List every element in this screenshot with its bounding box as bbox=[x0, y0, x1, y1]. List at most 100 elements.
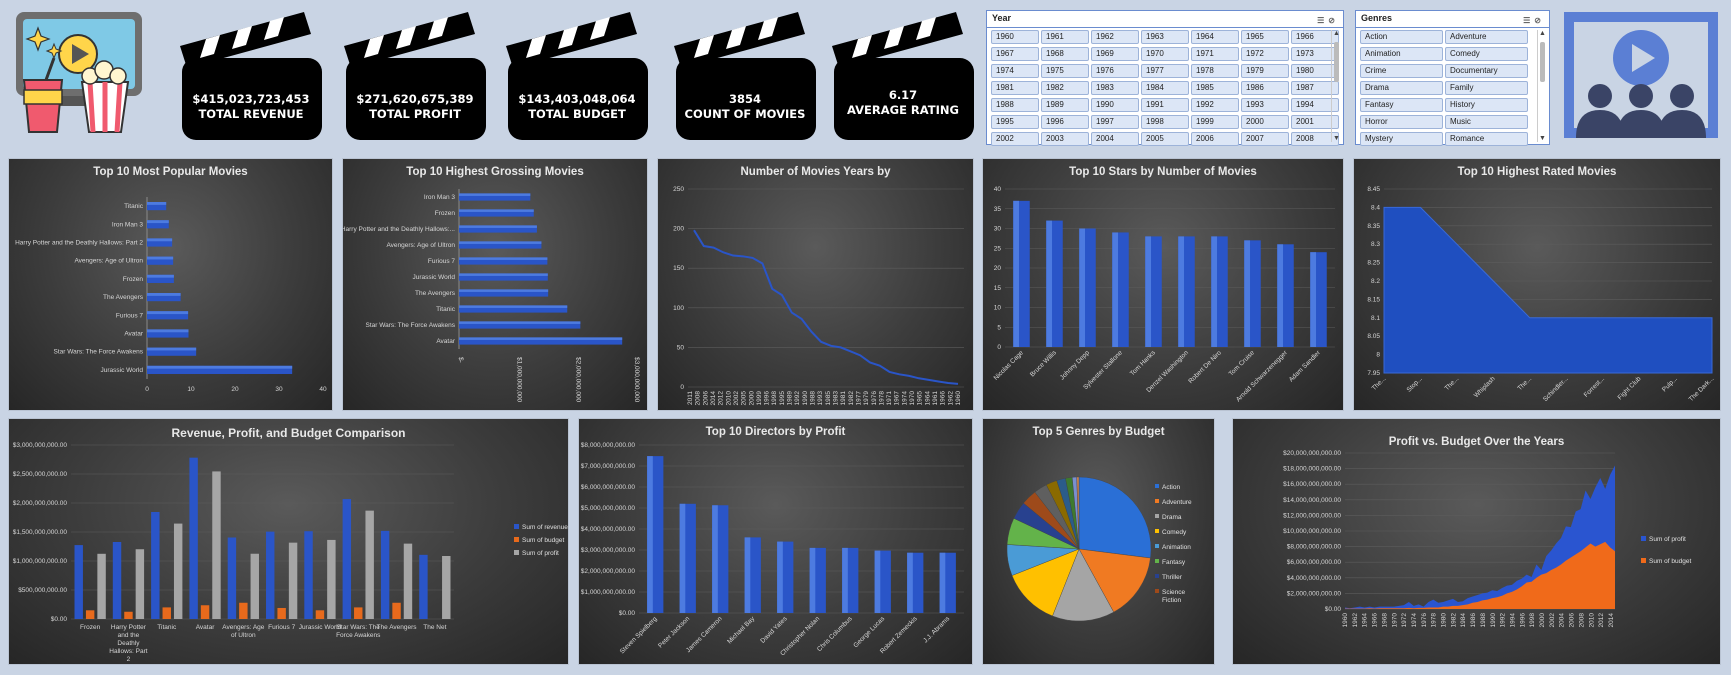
year-slicer-item[interactable]: 2000 bbox=[1241, 115, 1289, 129]
tick-label: Tom Hanks bbox=[1129, 349, 1157, 377]
genre-slicer-item[interactable]: Drama bbox=[1360, 81, 1443, 95]
year-slicer-item[interactable]: 1961 bbox=[1041, 30, 1089, 44]
legend-label: Drama bbox=[1162, 514, 1182, 521]
year-slicer-item[interactable]: 1996 bbox=[1041, 115, 1089, 129]
tick-label: $14,000,000,000.00 bbox=[1283, 497, 1341, 504]
year-slicer-item[interactable]: 1977 bbox=[1141, 64, 1189, 78]
year-slicer-item[interactable]: 1983 bbox=[1091, 81, 1139, 95]
year-slicer[interactable]: Year ☰⊘ 1960 1961 1962 1963 1964 1965 1966 1967… bbox=[986, 10, 1344, 146]
year-slicer-item[interactable]: 2003 bbox=[1041, 132, 1089, 146]
year-slicer-item[interactable]: 2007 bbox=[1241, 132, 1289, 146]
genre-slicer-item[interactable]: Documentary bbox=[1445, 64, 1528, 78]
year-slicer-item[interactable]: 2005 bbox=[1141, 132, 1189, 146]
year-slicer-item[interactable]: 2002 bbox=[991, 132, 1039, 146]
scroll-thumb[interactable] bbox=[1540, 42, 1545, 82]
year-slicer-item[interactable]: 1990 bbox=[1091, 98, 1139, 112]
genre-slicer-item[interactable]: Fantasy bbox=[1360, 98, 1443, 112]
genre-slicer-item[interactable]: Family bbox=[1445, 81, 1528, 95]
year-slicer-item[interactable]: 1985 bbox=[1191, 81, 1239, 95]
year-slicer-item[interactable]: 1970 bbox=[1141, 47, 1189, 61]
year-slicer-item[interactable]: 1992 bbox=[1191, 98, 1239, 112]
year-slicer-item[interactable]: 1960 bbox=[991, 30, 1039, 44]
year-slicer-item[interactable]: 1965 bbox=[1241, 30, 1289, 44]
clapperboard-icon bbox=[344, 12, 486, 140]
bar bbox=[135, 549, 145, 619]
scroll-down-icon[interactable]: ▼ bbox=[1333, 135, 1340, 142]
bar-highlight bbox=[459, 257, 548, 260]
year-slicer-item[interactable]: 1994 bbox=[1291, 98, 1339, 112]
year-slicer-item[interactable]: 1978 bbox=[1191, 64, 1239, 78]
clapperboard-icon bbox=[506, 12, 648, 140]
year-slicer-item[interactable]: 1995 bbox=[991, 115, 1039, 129]
tick-label: 1965 bbox=[917, 391, 924, 406]
clear-filter-icon[interactable]: ⊘ bbox=[1328, 16, 1339, 25]
year-slicer-item[interactable]: 2008 bbox=[1291, 132, 1339, 146]
genre-slicer-item[interactable]: History bbox=[1445, 98, 1528, 112]
genre-slicer-item[interactable]: Comedy bbox=[1445, 47, 1528, 61]
genre-slicer-item[interactable]: Action bbox=[1360, 30, 1443, 44]
year-slicer-item[interactable]: 1981 bbox=[991, 81, 1039, 95]
scroll-up-icon[interactable]: ▲ bbox=[1333, 30, 1340, 37]
year-slicer-item[interactable]: 1976 bbox=[1091, 64, 1139, 78]
year-slicer-item[interactable]: 2001 bbox=[1291, 115, 1339, 129]
year-slicer-item[interactable]: 1968 bbox=[1041, 47, 1089, 61]
genres-slicer[interactable]: Genres ☰⊘ Action Adventure Animation Comedy… bbox=[1355, 10, 1550, 146]
year-slicer-item[interactable]: 1991 bbox=[1141, 98, 1189, 112]
tick-label: 8.2 bbox=[1371, 278, 1380, 285]
year-slicer-item[interactable]: 1969 bbox=[1091, 47, 1139, 61]
year-slicer-item[interactable]: 1967 bbox=[991, 47, 1039, 61]
year-slicer-item[interactable]: 1982 bbox=[1041, 81, 1089, 95]
tick-label: $2,500,000,000.00 bbox=[13, 471, 68, 478]
scroll-up-icon[interactable]: ▲ bbox=[1539, 30, 1546, 37]
year-slicer-item[interactable]: 1986 bbox=[1241, 81, 1289, 95]
year-slicer-item[interactable]: 1979 bbox=[1241, 64, 1289, 78]
bar-highlight bbox=[147, 238, 173, 242]
bar-highlight bbox=[744, 537, 751, 613]
multi-select-icon[interactable]: ☰ bbox=[1523, 16, 1535, 25]
year-slicer-item[interactable]: 2006 bbox=[1191, 132, 1239, 146]
year-slicer-item[interactable]: 1993 bbox=[1241, 98, 1289, 112]
year-slicer-item[interactable]: 1998 bbox=[1141, 115, 1189, 129]
slicer-title: Year bbox=[992, 13, 1012, 23]
year-slicer-item[interactable]: 2004 bbox=[1091, 132, 1139, 146]
scroll-thumb[interactable] bbox=[1334, 42, 1339, 82]
year-slicer-item[interactable]: 1972 bbox=[1241, 47, 1289, 61]
bar-highlight bbox=[1277, 244, 1284, 347]
kpi-total-budget: $143,403,048,064 TOTAL BUDGET bbox=[500, 6, 654, 146]
tick-label: 0 bbox=[997, 344, 1001, 351]
scroll-down-icon[interactable]: ▼ bbox=[1539, 135, 1546, 142]
genre-slicer-item[interactable]: Crime bbox=[1360, 64, 1443, 78]
bar bbox=[147, 311, 189, 320]
chart-top-genres-budget: Top 5 Genres by Budget Action Adventure Dr… bbox=[982, 418, 1215, 665]
genre-slicer-item[interactable]: Romance bbox=[1445, 132, 1528, 146]
genre-slicer-item[interactable]: Horror bbox=[1360, 115, 1443, 129]
clear-filter-icon[interactable]: ⊘ bbox=[1534, 16, 1545, 25]
slicer-scrollbar[interactable]: ▲ ▼ bbox=[1331, 30, 1341, 142]
year-slicer-item[interactable]: 1980 bbox=[1291, 64, 1339, 78]
slicer-scrollbar[interactable]: ▲ ▼ bbox=[1537, 30, 1547, 142]
year-slicer-item[interactable]: 1974 bbox=[991, 64, 1039, 78]
year-slicer-item[interactable]: 1999 bbox=[1191, 115, 1239, 129]
genre-slicer-item[interactable]: Mystery bbox=[1360, 132, 1443, 146]
tick-label: 2005 bbox=[741, 391, 748, 406]
year-slicer-item[interactable]: 1984 bbox=[1141, 81, 1189, 95]
year-slicer-item[interactable]: 1988 bbox=[991, 98, 1039, 112]
chart-top-stars: Top 10 Stars by Number of Movies 0 5 10 15 2… bbox=[982, 158, 1344, 411]
year-slicer-item[interactable]: 1975 bbox=[1041, 64, 1089, 78]
tick-label: 2011 bbox=[687, 391, 694, 405]
year-slicer-item[interactable]: 1971 bbox=[1191, 47, 1239, 61]
year-slicer-item[interactable]: 1962 bbox=[1091, 30, 1139, 44]
bar-highlight bbox=[1046, 220, 1053, 347]
genre-slicer-item[interactable]: Music bbox=[1445, 115, 1528, 129]
year-slicer-item[interactable]: 1966 bbox=[1291, 30, 1339, 44]
tick-label: 1960 bbox=[1342, 613, 1349, 628]
year-slicer-item[interactable]: 1963 bbox=[1141, 30, 1189, 44]
multi-select-icon[interactable]: ☰ bbox=[1317, 16, 1329, 25]
genre-slicer-item[interactable]: Adventure bbox=[1445, 30, 1528, 44]
year-slicer-item[interactable]: 1987 bbox=[1291, 81, 1339, 95]
year-slicer-item[interactable]: 1964 bbox=[1191, 30, 1239, 44]
bar bbox=[147, 202, 167, 211]
year-slicer-item[interactable]: 1989 bbox=[1041, 98, 1089, 112]
genre-slicer-item[interactable]: Animation bbox=[1360, 47, 1443, 61]
year-slicer-item[interactable]: 1997 bbox=[1091, 115, 1139, 129]
